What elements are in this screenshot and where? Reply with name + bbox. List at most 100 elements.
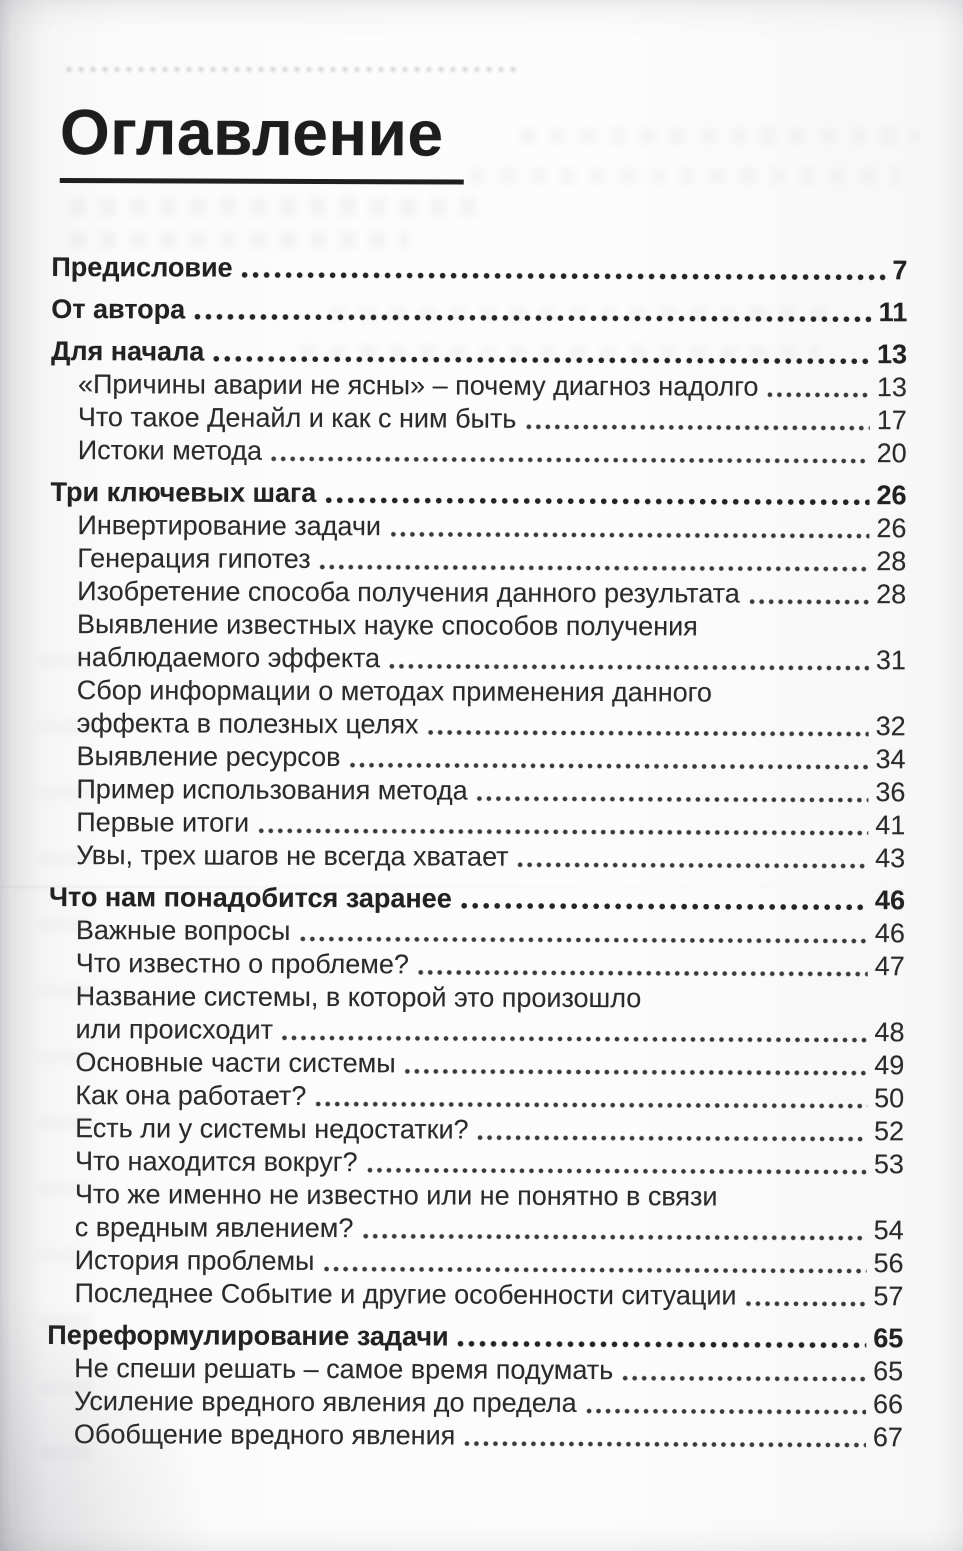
dot-leader <box>389 531 870 540</box>
toc-row: Что нам понадобится заранее 46 <box>49 881 905 917</box>
toc-page-number: 13 <box>877 339 908 370</box>
dot-leader <box>457 1340 867 1350</box>
toc-row: Название системы, в которой это произошл… <box>49 980 905 1016</box>
dot-leader <box>460 902 868 912</box>
dot-leader <box>319 564 870 573</box>
table-of-contents: Предисловие 7 От автора 11 Для начала 13… <box>47 251 908 1454</box>
toc-row: Сбор информации о методах применения дан… <box>50 674 906 710</box>
dot-leader <box>366 1167 867 1176</box>
toc-page-number: 43 <box>875 843 906 874</box>
dot-leader <box>404 1068 868 1077</box>
toc-row: Что такое Денайл и как с ним быть 17 <box>51 401 907 437</box>
toc-entry-text: Истоки метода <box>77 435 263 466</box>
toc-row: с вредным явлением? 54 <box>48 1211 904 1247</box>
toc-page-number: 34 <box>875 744 906 775</box>
dot-leader <box>271 455 870 465</box>
toc-entry-text: Три ключевых шага <box>50 476 317 508</box>
toc-row: Переформулирование задачи 65 <box>47 1319 903 1355</box>
toc-row: Что известно о проблеме? 47 <box>49 947 905 983</box>
toc-page-number: 46 <box>874 918 905 949</box>
toc-entry-text: или происходит <box>75 1014 274 1045</box>
toc-page-number: 26 <box>876 513 907 544</box>
dot-leader <box>325 497 870 507</box>
toc-page-number: 57 <box>873 1281 904 1312</box>
toc-page-number: 28 <box>876 579 907 610</box>
toc-entry-text: Не спеши решать – самое время подумать <box>74 1353 614 1386</box>
dot-leader <box>299 935 868 945</box>
toc-entry-text: Для начала <box>51 335 205 367</box>
dot-leader <box>281 1034 868 1044</box>
toc-entry-text: От автора <box>51 293 186 325</box>
toc-row: Генерация гипотез 28 <box>50 542 906 578</box>
toc-row: Инвертирование задачи 26 <box>50 509 906 545</box>
toc-entry-text: История проблемы <box>74 1245 315 1276</box>
toc-page-number: 26 <box>876 480 907 511</box>
toc-row: Изобретение способа получения данного ре… <box>50 575 906 611</box>
dot-leader <box>194 313 872 324</box>
toc-row: Выявление ресурсов 34 <box>49 740 906 776</box>
toc-entry-text: Генерация гипотез <box>77 543 311 574</box>
toc-page-number: 47 <box>874 951 905 982</box>
toc-entry-text: Изобретение способа получения данного ре… <box>77 576 740 609</box>
toc-row: Предисловие 7 <box>51 251 907 287</box>
toc-row: Увы, трех шагов не всегда хватает 43 <box>49 839 905 875</box>
toc-row: Усиление вредного явления до предела 66 <box>47 1385 903 1421</box>
dot-leader <box>417 969 868 978</box>
toc-page-number: 20 <box>876 438 907 469</box>
dot-leader <box>585 1408 867 1416</box>
toc-page-number: 46 <box>874 885 906 916</box>
page-title: Оглавление <box>59 96 444 170</box>
dot-leader <box>213 355 871 366</box>
toc-page-number: 65 <box>873 1323 904 1354</box>
toc-entry-text: Что такое Денайл и как с ним быть <box>77 402 517 434</box>
title-underline <box>59 177 464 185</box>
dot-leader <box>748 598 870 606</box>
toc-entry-text: Что находится вокруг? <box>74 1146 358 1178</box>
dot-leader <box>476 795 869 804</box>
dot-leader <box>464 1440 866 1449</box>
toc-page-number: 66 <box>872 1389 904 1420</box>
toc-entry-text: «Причины аварии не ясны» – почему диагно… <box>77 369 759 402</box>
toc-entry-text: Обобщение вредного явления <box>73 1419 456 1451</box>
toc-page-number: 13 <box>876 372 908 403</box>
toc-row: Обобщение вредного явления 67 <box>47 1418 903 1454</box>
toc-page-number: 48 <box>874 1017 905 1048</box>
dot-leader <box>241 271 886 282</box>
toc-row: Три ключевых шага 26 <box>51 476 907 512</box>
toc-row: эффекта в полезных целях 32 <box>50 707 906 743</box>
dot-leader <box>362 1233 867 1242</box>
toc-row: или происходит 48 <box>48 1013 904 1049</box>
toc-entry-text: эффекта в полезных целях <box>76 708 419 740</box>
toc-page-number: 17 <box>876 405 907 436</box>
toc-row: Основные части системы 49 <box>48 1046 904 1082</box>
toc-page-number: 52 <box>874 1116 905 1147</box>
toc-entry-text: Усиление вредного явления до предела <box>74 1386 577 1418</box>
toc-page-number: 11 <box>878 297 908 328</box>
toc-entry-text: Основные части системы <box>75 1047 396 1079</box>
toc-entry-text: Что же именно не известно или не понятно… <box>74 1179 718 1212</box>
toc-row: наблюдаемого эффекта 31 <box>50 641 906 677</box>
dot-leader <box>767 391 870 399</box>
toc-row: От автора 11 <box>51 293 907 329</box>
toc-page-number: 67 <box>872 1422 904 1453</box>
toc-entry-text: с вредным явлением? <box>74 1212 354 1244</box>
toc-page-number: 53 <box>873 1149 905 1180</box>
dot-leader <box>477 1134 868 1143</box>
toc-page-number: 28 <box>876 546 907 577</box>
toc-page-number: 31 <box>875 645 906 676</box>
toc-entry-text: Пример использования метода <box>76 774 468 806</box>
toc-row: Не спеши решать – самое время подумать 6… <box>47 1352 903 1388</box>
toc-entry-text: Сбор информации о методах применения дан… <box>76 675 712 708</box>
toc-row: Выявление известных науке способов получ… <box>50 608 906 644</box>
toc-row: Пример использования метода 36 <box>49 773 905 809</box>
toc-entry-text: Предисловие <box>51 251 233 283</box>
toc-page-number: 7 <box>892 255 908 286</box>
toc-row: Для начала 13 <box>51 335 907 371</box>
toc-entry-text: Что известно о проблеме? <box>75 948 410 980</box>
toc-entry-text: Что нам понадобится заранее <box>48 881 452 914</box>
toc-page-number: 65 <box>873 1356 904 1387</box>
toc-page-number: 36 <box>875 777 906 808</box>
toc-row: Есть ли у системы недостатки? 52 <box>48 1112 904 1148</box>
toc-entry-text: Выявление известных науке способов получ… <box>77 609 698 642</box>
dot-leader <box>315 1100 868 1110</box>
